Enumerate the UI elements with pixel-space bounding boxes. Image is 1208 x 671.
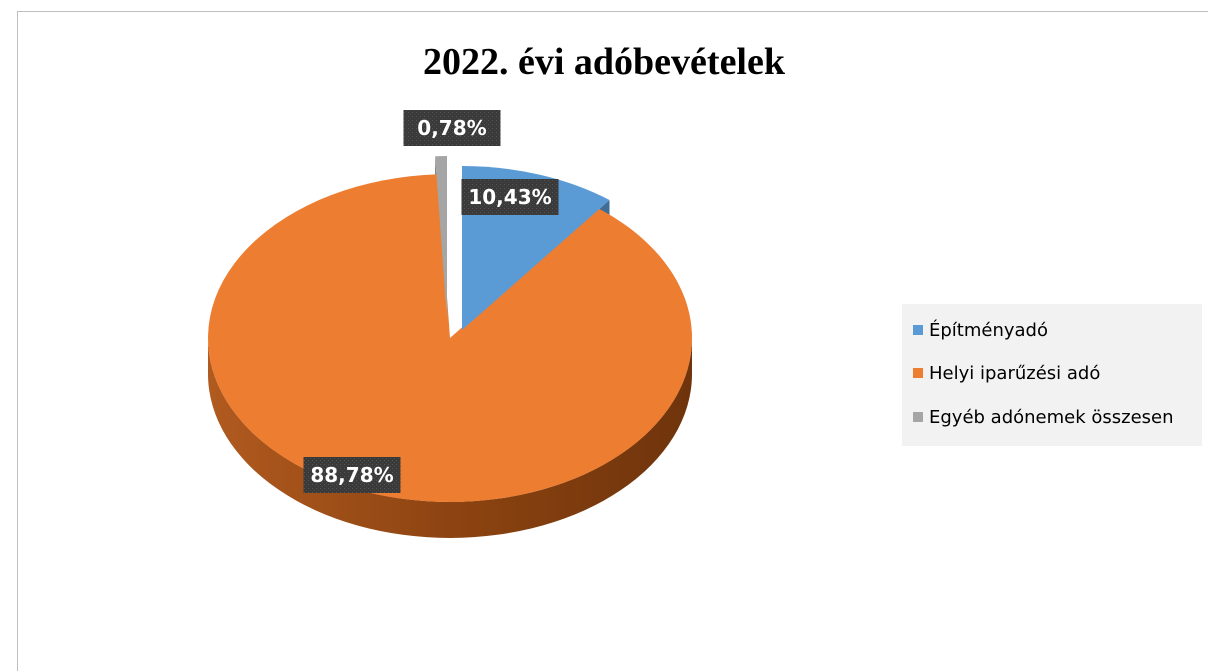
data-label-box (403, 110, 501, 146)
legend-item-epitmenyado: Építményadó (902, 317, 1048, 343)
data-label-box (303, 457, 401, 493)
data-label-text: 0,78% (417, 116, 486, 140)
legend-item-egyeb-adonemek: Egyéb adónemek összesen (902, 404, 1174, 430)
legend-label: Egyéb adónemek összesen (929, 406, 1174, 428)
data-label-text: 10,43% (468, 185, 551, 209)
legend: Építményadó Helyi iparűzési adó Egyéb ad… (902, 304, 1202, 446)
slice-helyi-iparuzesi-ado (208, 174, 693, 502)
chart-title: 2022. évi adóbevételek (422, 41, 785, 83)
legend-swatch-orange (913, 368, 923, 378)
data-label-epitmenyado: 10,43% (461, 179, 559, 215)
legend-swatch-gray (913, 412, 923, 422)
data-label-text: 88,78% (310, 463, 393, 487)
data-label-box (461, 179, 559, 215)
legend-label: Építményadó (929, 319, 1048, 341)
data-label-helyi-iparuzesi-ado: 88,78% (303, 457, 401, 493)
pie-chart: 10,43% 88,78% 0,78% (208, 110, 693, 538)
legend-label: Helyi iparűzési adó (929, 362, 1101, 384)
slice-egyeb-adonemek (435, 156, 447, 320)
legend-item-helyi-iparuzesi-ado: Helyi iparűzési adó (902, 360, 1100, 386)
chart-frame (17, 11, 1208, 671)
data-label-egyeb-adonemek: 0,78% (403, 110, 501, 146)
legend-swatch-blue (913, 325, 923, 335)
